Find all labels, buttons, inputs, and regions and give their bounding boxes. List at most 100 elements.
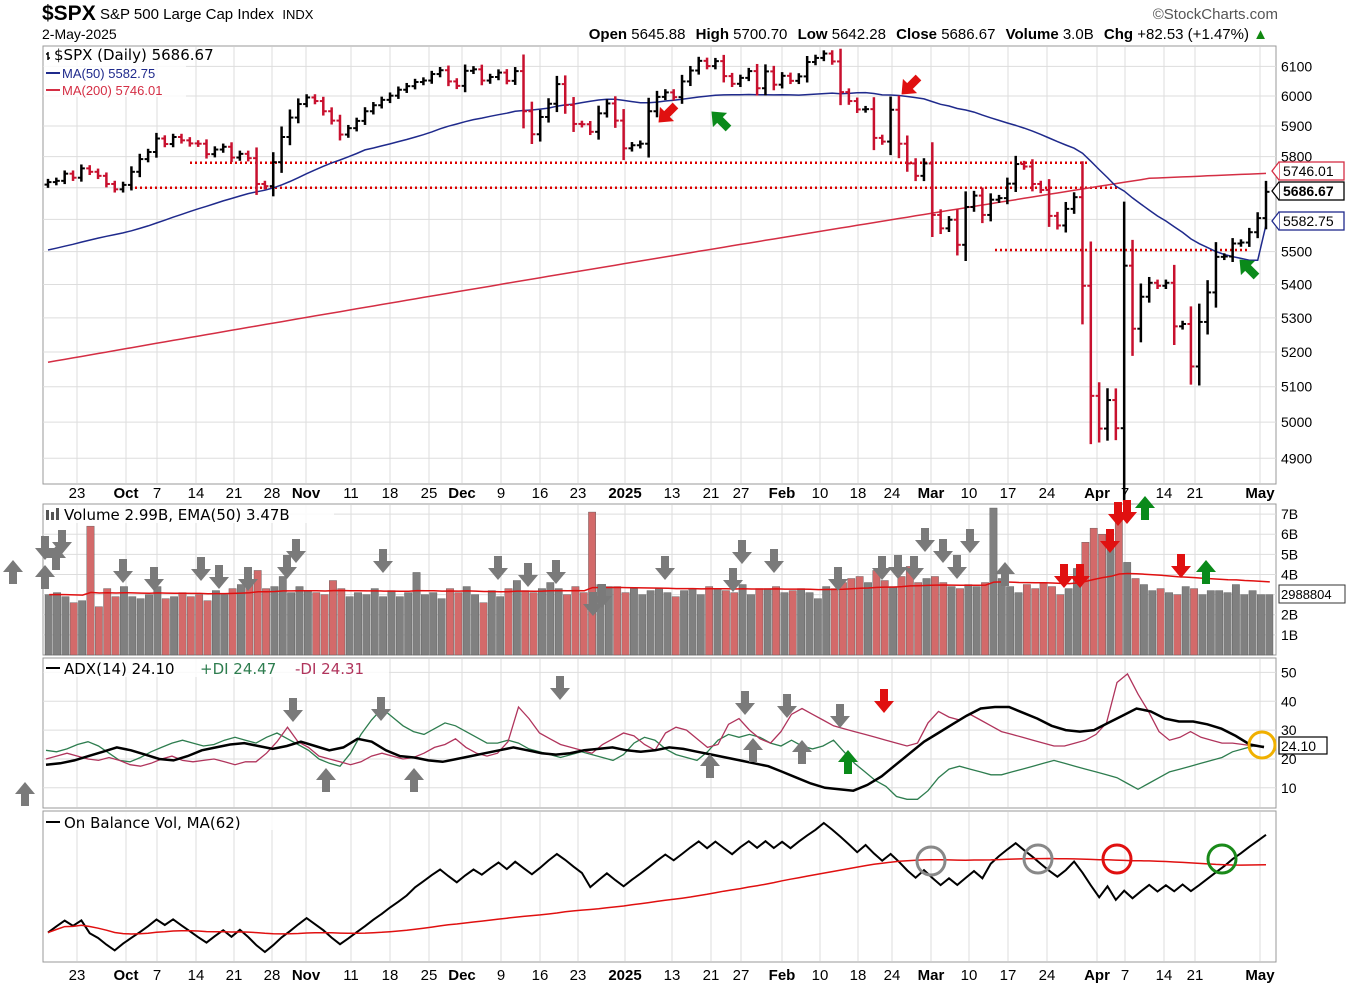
price-value-tag-pointer: [1271, 181, 1280, 201]
volume-bar: [404, 592, 413, 656]
down-arrow-icon-shape: [371, 697, 391, 721]
x-tick-label: Apr: [1084, 967, 1110, 984]
volume-label: Volume: [1005, 26, 1059, 43]
volume-bar: [1148, 590, 1157, 656]
volume-bar: [914, 582, 923, 656]
x-tick-label: 17: [1000, 967, 1017, 984]
adx-value-tag: 24.10: [1281, 738, 1316, 754]
price-bar: [319, 96, 327, 116]
up-arrow-icon: [35, 565, 55, 589]
volume-bar: [722, 590, 730, 656]
x-tick-label: 14: [188, 485, 205, 502]
up-arrow-icon-shape: [700, 754, 720, 778]
price-bar: [586, 121, 594, 136]
price-bar: [177, 133, 185, 144]
x-tick-label: Mar: [918, 485, 945, 502]
down-arrow-icon: [777, 694, 797, 718]
x-tick-label: 13: [664, 967, 681, 984]
down-arrow-icon-shape: [764, 549, 784, 573]
volume-bar: [1031, 588, 1040, 656]
price-bar: [620, 109, 628, 161]
down-arrow-icon: [830, 704, 850, 728]
volume-bar: [145, 594, 153, 656]
volume-bar: [688, 588, 697, 656]
price-bar: [1028, 159, 1036, 192]
price-bar: [987, 193, 995, 222]
price-value-tag: 5686.67: [1283, 183, 1334, 199]
price-bar: [344, 124, 352, 138]
price-bar: [428, 70, 436, 84]
volume-legend-icon: [51, 512, 54, 520]
circle-marker: [1101, 843, 1133, 875]
price-bar: [778, 72, 786, 89]
price-bar: [545, 98, 553, 123]
up-arrow-icon-shape: [995, 562, 1015, 586]
down-arrow-icon-shape: [777, 694, 797, 718]
volume-bar: [872, 570, 881, 656]
legend-bg: [44, 659, 389, 677]
down-arrow-icon-shape: [732, 540, 752, 564]
volume-bar: [864, 582, 872, 656]
down-arrow-icon: [828, 567, 848, 591]
price-bar: [253, 147, 261, 195]
price-tick-label: 6100: [1281, 58, 1312, 74]
price-bar: [1062, 201, 1070, 233]
volume-bar: [345, 596, 354, 656]
down-arrow-icon-shape: [209, 565, 229, 589]
volume-bar: [253, 570, 262, 656]
price-bar: [203, 139, 211, 159]
panel-frame-price: [42, 45, 1277, 485]
x-tick-label: 14: [1156, 967, 1173, 984]
price-bar: [1145, 276, 1153, 303]
price-bar: [1103, 388, 1111, 441]
price-bar: [1129, 239, 1137, 356]
price-bar: [611, 96, 619, 128]
x-tick-label: 2025: [608, 485, 641, 502]
volume-legend: Volume 2.99B, EMA(50) 3.47B: [64, 506, 290, 524]
price-bar: [520, 54, 528, 129]
down-arrow-icon: [947, 555, 967, 579]
volume-bar: [53, 592, 61, 656]
price-bar: [328, 107, 336, 125]
volume-bar: [1190, 588, 1198, 656]
volume-bar: [847, 578, 856, 656]
plus-di-line: [45, 707, 1265, 800]
x-tick-label: 7: [153, 967, 161, 984]
x-tick-label: 11: [343, 485, 359, 502]
price-tick-label: 5900: [1281, 118, 1312, 134]
volume-bar: [1231, 584, 1240, 656]
index-full-name: S&P 500 Large Cap Index: [100, 6, 275, 23]
price-bar: [478, 64, 486, 86]
price-bar: [1245, 227, 1253, 247]
down-arrow-icon: [371, 697, 391, 721]
volume-bar: [446, 588, 454, 656]
x-tick-label: 24: [884, 485, 901, 502]
x-tick-label: Feb: [769, 485, 796, 502]
volume-bar: [1173, 594, 1182, 656]
volume-bar: [931, 576, 939, 656]
down-arrow-icon: [546, 560, 566, 584]
down-arrow-icon: [735, 691, 755, 715]
volume-bar: [320, 594, 329, 656]
green-arrow-icon-shape: [711, 111, 732, 132]
adx-tick-label: 30: [1281, 722, 1297, 738]
up-arrow-icon: [743, 738, 763, 762]
green-arrow-icon-shape: [1239, 259, 1260, 280]
x-tick-label: May: [1245, 485, 1275, 502]
volume-bar: [889, 586, 897, 656]
down-arrow-icon-shape: [550, 676, 570, 700]
price-bar: [1179, 320, 1187, 330]
down-arrow-icon: [764, 549, 784, 573]
x-tick-label: 18: [382, 967, 399, 984]
down-arrow-icon-shape: [947, 555, 967, 579]
price-bar: [1045, 179, 1053, 227]
adx-line: [45, 705, 1265, 792]
price-bar: [920, 158, 928, 182]
x-tick-label: May: [1245, 967, 1275, 984]
volume-bar: [1114, 517, 1123, 656]
price-bar: [436, 67, 444, 78]
price-bar: [853, 97, 861, 113]
price-bar: [111, 180, 119, 193]
down-arrow-icon: [960, 529, 980, 553]
down-arrow-icon: [732, 540, 752, 564]
